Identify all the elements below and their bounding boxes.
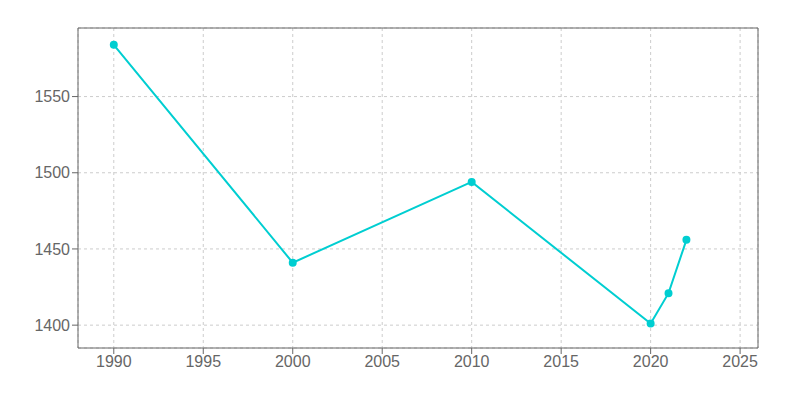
svg-text:1450: 1450 — [34, 241, 70, 258]
svg-text:2025: 2025 — [722, 353, 758, 370]
svg-text:1995: 1995 — [185, 353, 221, 370]
svg-text:1500: 1500 — [34, 164, 70, 181]
svg-text:2005: 2005 — [364, 353, 400, 370]
svg-text:1990: 1990 — [96, 353, 132, 370]
svg-text:2010: 2010 — [454, 353, 490, 370]
svg-text:1550: 1550 — [34, 88, 70, 105]
svg-text:2015: 2015 — [543, 353, 579, 370]
svg-text:1400: 1400 — [34, 317, 70, 334]
svg-text:2000: 2000 — [275, 353, 311, 370]
svg-text:2020: 2020 — [633, 353, 669, 370]
